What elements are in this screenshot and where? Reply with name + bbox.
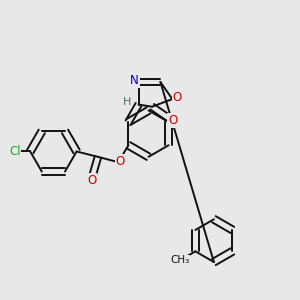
Text: O: O <box>87 173 97 187</box>
Text: CH₃: CH₃ <box>170 255 190 265</box>
Text: O: O <box>168 114 177 127</box>
Text: O: O <box>116 155 124 168</box>
Text: Cl: Cl <box>9 145 21 158</box>
Text: H: H <box>123 97 131 107</box>
Text: O: O <box>173 92 182 104</box>
Text: N: N <box>130 74 139 87</box>
